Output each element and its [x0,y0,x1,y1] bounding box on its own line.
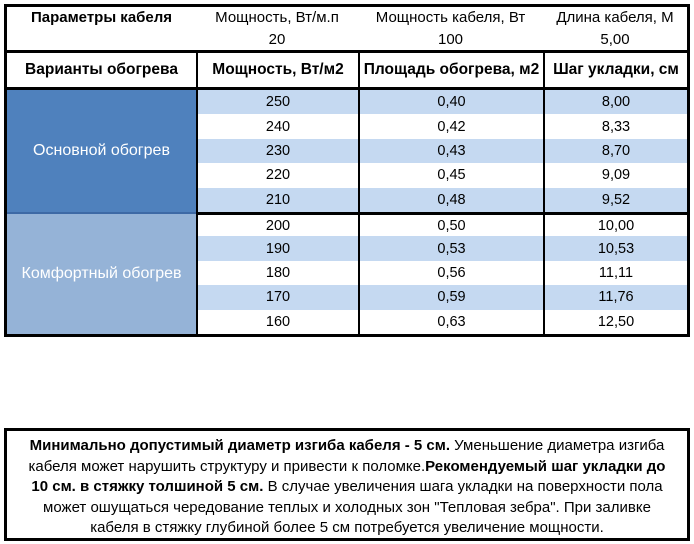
table-cell: 10,00 [543,211,687,237]
table-cell: 11,76 [543,285,687,310]
param-value-power-per-meter: 20 [268,30,286,48]
param-value-cable-power: 100 [437,30,464,48]
header-laying-step: Шаг укладки, см [543,50,687,90]
table-cell: 0,56 [358,260,543,286]
table-cell: 8,00 [543,90,687,115]
cable-heating-table: Параметры кабеля Мощность, Вт/м.п Мощнос… [4,4,690,337]
table-cell: 12,50 [543,309,687,334]
table-cell: 200 [196,211,358,237]
table-cell: 230 [196,138,358,164]
table-cell: 0,40 [358,90,543,115]
table-cell: 0,42 [358,114,543,139]
param-value-cable-length: 5,00 [600,30,630,48]
table-cell: 8,70 [543,138,687,164]
param-label-cable-power: Мощность кабеля, Вт [375,9,526,26]
table-cell: 210 [196,187,358,212]
table-cell: 190 [196,236,358,261]
header-power-per-m2: Мощность, Вт/м2 [196,50,358,90]
installation-note: Минимально допустимый диаметр изгиба каб… [4,428,690,541]
table-cell: 0,50 [358,211,543,237]
group-label-primary-heating: Основной обогрев [7,90,196,212]
table-cell: 9,09 [543,163,687,188]
table-cell: 0,53 [358,236,543,261]
table-cell: 0,63 [358,309,543,334]
table-cell: 220 [196,163,358,188]
table-cell: 11,11 [543,260,687,286]
table-cell: 0,48 [358,187,543,212]
table-cell: 0,59 [358,285,543,310]
table-cell: 8,33 [543,114,687,139]
header-heating-area: Площадь обогрева, м2 [358,50,543,90]
table-cell: 170 [196,285,358,310]
header-heating-variants: Варианты обогрева [7,50,196,90]
table-cell: 240 [196,114,358,139]
cable-params-title: Параметры кабеля [30,9,173,26]
table-cell: 180 [196,260,358,286]
table-cell: 160 [196,309,358,334]
note-segment: Уменьшение диаметра изгиба кабеля может … [28,437,665,475]
table-cell: 0,43 [358,138,543,164]
param-label-cable-length: Длина кабеля, М [556,9,674,26]
note-segment-bold: Рекомендуемый шаг укладки до 10 см. в ст… [31,457,666,496]
table-cell: 10,53 [543,236,687,261]
table-cell: 9,52 [543,187,687,212]
note-segment-bold: Минимально допустимый диаметр изгиба каб… [29,437,451,454]
group-label-comfort-heating: Комфортный обогрев [7,211,196,334]
table-cell: 0,45 [358,163,543,188]
table-cell: 250 [196,90,358,115]
empty-cell [7,28,196,50]
param-label-power-per-meter: Мощность, Вт/м.п [215,9,339,26]
note-segment: В случае увеличения шага укладки на пове… [43,478,663,536]
